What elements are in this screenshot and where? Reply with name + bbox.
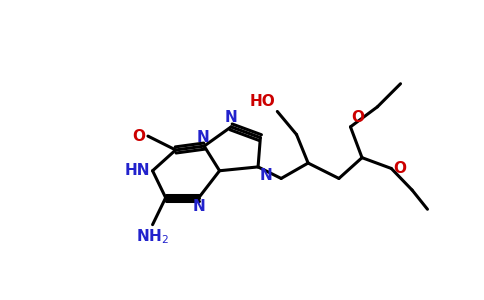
Text: N: N — [225, 110, 238, 124]
Text: O: O — [351, 110, 364, 124]
Text: N: N — [259, 168, 272, 183]
Text: N: N — [193, 199, 205, 214]
Text: O: O — [133, 129, 146, 144]
Text: HN: HN — [125, 163, 150, 178]
Text: HO: HO — [249, 94, 275, 109]
Text: O: O — [393, 161, 406, 176]
Text: NH$_2$: NH$_2$ — [136, 227, 169, 246]
Text: N: N — [196, 130, 209, 145]
